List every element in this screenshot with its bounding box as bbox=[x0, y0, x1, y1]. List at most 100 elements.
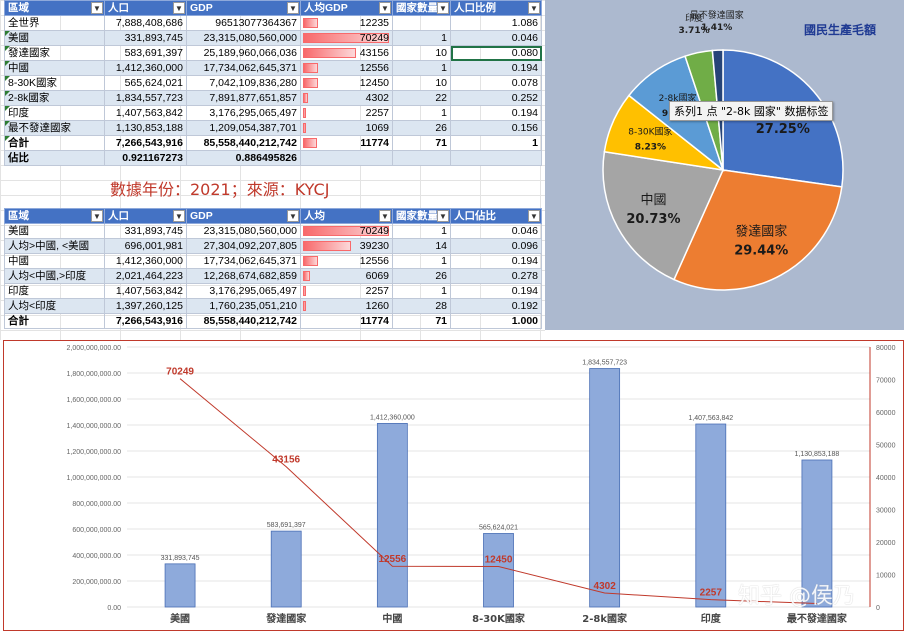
column-header[interactable]: 國家數量 ▼ bbox=[392, 208, 451, 224]
column-header[interactable]: 國家數量 ▼ bbox=[392, 0, 451, 16]
table-cell[interactable]: 3,176,295,065,497 bbox=[186, 283, 301, 299]
table-cell[interactable]: 11774 bbox=[300, 313, 393, 329]
table-cell[interactable]: 人均>中國, <美國 bbox=[4, 238, 105, 254]
table-cell[interactable]: 6069 bbox=[300, 268, 393, 284]
column-header[interactable]: GDP ▼ bbox=[186, 0, 301, 16]
column-header[interactable]: GDP ▼ bbox=[186, 208, 301, 224]
table-cell[interactable]: 美國 bbox=[4, 223, 105, 239]
table-cell[interactable]: 7,042,109,836,280 bbox=[186, 75, 301, 91]
table-cell[interactable]: 2257 bbox=[300, 105, 393, 121]
table-cell[interactable]: 25,189,960,066,036 bbox=[186, 45, 301, 61]
table-cell[interactable]: 1260 bbox=[300, 298, 393, 314]
table-cell[interactable]: 0.194 bbox=[450, 283, 542, 299]
table-cell[interactable]: 0.921167273 bbox=[104, 150, 187, 166]
table-cell[interactable]: 印度 bbox=[4, 283, 105, 299]
table-cell[interactable]: 美國 bbox=[4, 30, 105, 46]
filter-dropdown-icon[interactable]: ▼ bbox=[287, 210, 299, 222]
table-cell[interactable]: 0.046 bbox=[450, 30, 542, 46]
table-cell[interactable]: 1,412,360,000 bbox=[104, 253, 187, 269]
table-cell[interactable]: 11774 bbox=[300, 135, 393, 151]
table-cell[interactable]: 70249 bbox=[300, 223, 393, 239]
table-cell[interactable]: 1.086 bbox=[450, 15, 542, 31]
table-cell[interactable]: 331,893,745 bbox=[104, 223, 187, 239]
pie-slice[interactable] bbox=[673, 169, 843, 291]
table-cell[interactable]: 7,266,543,916 bbox=[104, 135, 187, 151]
table-cell[interactable]: 28 bbox=[392, 298, 451, 314]
column-header[interactable]: 區域 ▼ bbox=[4, 208, 105, 224]
table-cell[interactable]: 1,130,853,188 bbox=[104, 120, 187, 136]
table-cell[interactable]: 12556 bbox=[300, 253, 393, 269]
table-cell[interactable] bbox=[392, 15, 451, 31]
table-cell[interactable]: 人均<印度 bbox=[4, 298, 105, 314]
table-cell[interactable]: 7,266,543,916 bbox=[104, 313, 187, 329]
table-cell[interactable]: 0.192 bbox=[450, 298, 542, 314]
table-cell[interactable]: 27,304,092,207,805 bbox=[186, 238, 301, 254]
table-cell[interactable]: 10 bbox=[392, 45, 451, 61]
population-bar[interactable] bbox=[695, 423, 727, 608]
table-cell[interactable]: 12556 bbox=[300, 60, 393, 76]
column-header[interactable]: 人均GDP ▼ bbox=[300, 0, 393, 16]
table-cell[interactable]: 2257 bbox=[300, 283, 393, 299]
table-cell[interactable]: 331,893,745 bbox=[104, 30, 187, 46]
table-cell[interactable]: 印度 bbox=[4, 105, 105, 121]
population-bar[interactable] bbox=[164, 563, 196, 608]
table-cell[interactable]: 0.156 bbox=[450, 120, 542, 136]
table-cell[interactable]: 12,268,674,682,859 bbox=[186, 268, 301, 284]
table-cell[interactable]: 3,176,295,065,497 bbox=[186, 105, 301, 121]
table-cell[interactable]: 最不發達國家 bbox=[4, 120, 105, 136]
filter-dropdown-icon[interactable]: ▼ bbox=[91, 2, 103, 14]
column-header[interactable]: 區域 ▼ bbox=[4, 0, 105, 16]
table-cell[interactable]: 8-30K國家 bbox=[4, 75, 105, 91]
filter-dropdown-icon[interactable]: ▼ bbox=[437, 210, 449, 222]
table-cell[interactable] bbox=[392, 150, 451, 166]
column-header[interactable]: 人口比例 ▼ bbox=[450, 0, 542, 16]
population-bar[interactable] bbox=[483, 533, 514, 608]
combo-chart-panel[interactable]: 0.00 200,000,000.00 400,000,000.00 600,000,… bbox=[3, 340, 904, 631]
table-cell[interactable]: 0.886495826 bbox=[186, 150, 301, 166]
table-cell[interactable]: 合計 bbox=[4, 313, 105, 329]
table-cell[interactable]: 1 bbox=[392, 60, 451, 76]
table-cell[interactable]: 全世界 bbox=[4, 15, 105, 31]
table-cell[interactable]: 10 bbox=[392, 75, 451, 91]
table-cell[interactable]: 17,734,062,645,371 bbox=[186, 253, 301, 269]
population-bar[interactable] bbox=[801, 459, 833, 608]
table-cell[interactable]: 0.046 bbox=[450, 223, 542, 239]
population-bar[interactable] bbox=[589, 368, 621, 608]
table-cell[interactable]: 85,558,440,212,742 bbox=[186, 313, 301, 329]
table-cell[interactable]: 0.080 bbox=[450, 45, 542, 61]
table-cell[interactable]: 合計 bbox=[4, 135, 105, 151]
table-cell[interactable]: 39230 bbox=[300, 238, 393, 254]
column-header[interactable]: 人均 ▼ bbox=[300, 208, 393, 224]
table-cell[interactable]: 85,558,440,212,742 bbox=[186, 135, 301, 151]
table-cell[interactable]: 1 bbox=[392, 283, 451, 299]
filter-dropdown-icon[interactable]: ▼ bbox=[91, 210, 103, 222]
population-bar[interactable] bbox=[376, 422, 408, 608]
table-cell[interactable]: 0.078 bbox=[450, 75, 542, 91]
table-cell[interactable]: 1,834,557,723 bbox=[104, 90, 187, 106]
table-cell[interactable]: 1,407,563,842 bbox=[104, 283, 187, 299]
table-cell[interactable]: 1 bbox=[392, 253, 451, 269]
pie-chart-panel[interactable]: 國民生產毛額美國27.25%發達國家29.44%中國20.73%8-30K國家8… bbox=[545, 0, 904, 330]
table-cell[interactable]: 1,209,054,387,701 bbox=[186, 120, 301, 136]
table-cell[interactable]: 1,407,563,842 bbox=[104, 105, 187, 121]
filter-dropdown-icon[interactable]: ▼ bbox=[379, 2, 391, 14]
table-cell[interactable]: 12235 bbox=[300, 15, 393, 31]
table-cell[interactable]: 26 bbox=[392, 268, 451, 284]
table-cell[interactable]: 1 bbox=[392, 30, 451, 46]
table-cell[interactable]: 7,888,408,686 bbox=[104, 15, 187, 31]
table-cell[interactable]: 23,315,080,560,000 bbox=[186, 223, 301, 239]
table-cell[interactable]: 人均<中國,>印度 bbox=[4, 268, 105, 284]
table-cell[interactable]: 565,624,021 bbox=[104, 75, 187, 91]
table-cell[interactable]: 23,315,080,560,000 bbox=[186, 30, 301, 46]
table-cell[interactable]: 0.194 bbox=[450, 105, 542, 121]
filter-dropdown-icon[interactable]: ▼ bbox=[528, 210, 540, 222]
table-cell[interactable]: 22 bbox=[392, 90, 451, 106]
filter-dropdown-icon[interactable]: ▼ bbox=[379, 210, 391, 222]
filter-dropdown-icon[interactable]: ▼ bbox=[287, 2, 299, 14]
table-cell[interactable]: 1,760,235,051,210 bbox=[186, 298, 301, 314]
table-cell[interactable]: 17,734,062,645,371 bbox=[186, 60, 301, 76]
table-cell[interactable]: 0.096 bbox=[450, 238, 542, 254]
table-cell[interactable]: 佔比 bbox=[4, 150, 105, 166]
table-cell[interactable]: 1.000 bbox=[450, 313, 542, 329]
table-cell[interactable]: 0.252 bbox=[450, 90, 542, 106]
